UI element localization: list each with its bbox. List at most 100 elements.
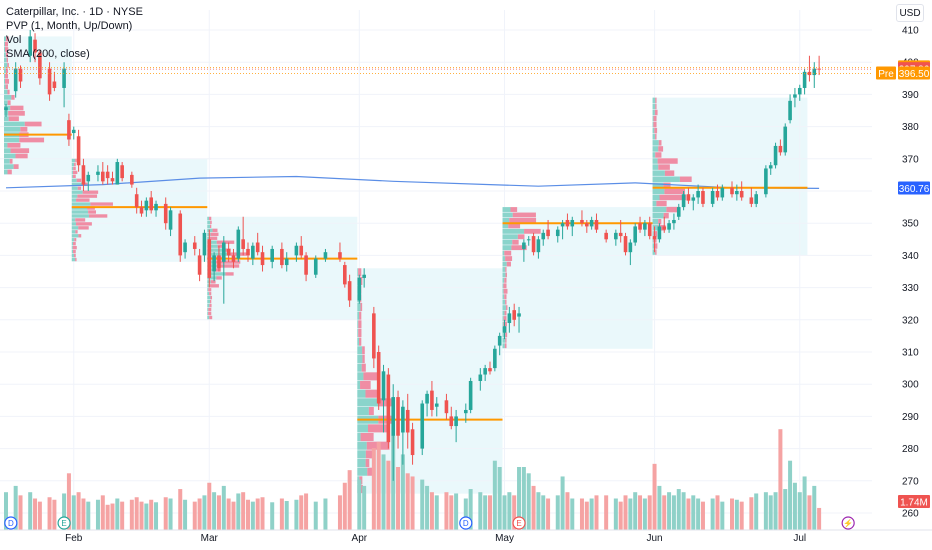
profile-bar-down bbox=[655, 152, 662, 158]
candle-body bbox=[589, 219, 594, 227]
volume-bar bbox=[37, 501, 42, 530]
profile-bar-down bbox=[653, 231, 658, 237]
candle-body bbox=[76, 136, 81, 166]
profile-bar-down bbox=[77, 194, 98, 198]
volume-bar bbox=[633, 492, 638, 530]
volume-bar bbox=[304, 493, 309, 530]
volume-bar bbox=[66, 473, 71, 530]
profile-bar-down bbox=[216, 276, 222, 280]
candle-body bbox=[4, 107, 8, 111]
profile-bar-up bbox=[71, 234, 79, 238]
profile-bar-up bbox=[71, 253, 74, 258]
profile-bar-up bbox=[502, 207, 511, 212]
candle-body bbox=[28, 36, 32, 56]
volume-bar bbox=[178, 489, 183, 530]
event-marker bbox=[841, 516, 855, 530]
volume-bar bbox=[134, 497, 139, 530]
profile-bar-down bbox=[217, 244, 225, 248]
candle-body bbox=[18, 68, 23, 82]
profile-bar-up bbox=[652, 127, 655, 134]
profile-bar-up bbox=[4, 95, 12, 100]
profile-bar-up bbox=[502, 234, 518, 240]
profile-bar-up bbox=[357, 268, 359, 277]
candle-body bbox=[797, 87, 802, 95]
volume-bar bbox=[381, 454, 386, 530]
volume-bar bbox=[279, 498, 284, 530]
candle-body bbox=[236, 229, 241, 259]
profile-bar-down bbox=[658, 140, 662, 146]
y-tick-label: 300 bbox=[902, 380, 919, 391]
volume-bar bbox=[429, 492, 434, 530]
volume-bar bbox=[299, 495, 304, 530]
volume-bar bbox=[691, 495, 696, 530]
profile-bar-down bbox=[361, 363, 366, 372]
profile-bar-down bbox=[13, 164, 19, 169]
legend-sma[interactable]: SMA (200, close) bbox=[6, 48, 90, 60]
profile-bar-down bbox=[209, 284, 219, 288]
profile-bar-down bbox=[503, 321, 507, 327]
profile-bar-down bbox=[72, 174, 76, 179]
y-tick-label: 280 bbox=[902, 444, 919, 455]
candle-body bbox=[115, 162, 120, 185]
profile-bar-down bbox=[209, 236, 218, 240]
candle-body bbox=[338, 252, 342, 259]
legend-pvp[interactable]: PVP (1, Month, Up/Down) bbox=[6, 20, 133, 32]
axes: 2602702802903003103203303403503603703803… bbox=[0, 26, 932, 544]
candle-body bbox=[284, 258, 289, 266]
profile-bar-down bbox=[363, 372, 380, 381]
profile-bar-down bbox=[208, 288, 212, 292]
x-tick-label: May bbox=[495, 533, 514, 544]
volume-bar bbox=[638, 495, 643, 530]
profile-bar-down bbox=[76, 222, 92, 226]
candle-body bbox=[497, 335, 502, 346]
candle-body bbox=[294, 245, 299, 256]
candle-body bbox=[67, 120, 71, 140]
currency-button[interactable]: USD bbox=[896, 4, 924, 22]
volume-bar bbox=[788, 460, 793, 530]
profile-bar-up bbox=[207, 240, 217, 244]
profile-bar-up bbox=[652, 206, 667, 213]
volume-bar bbox=[468, 489, 473, 530]
candle-body bbox=[488, 368, 492, 372]
volume-bar bbox=[410, 476, 415, 530]
volume-bar bbox=[212, 492, 217, 530]
profile-bar-up bbox=[207, 272, 226, 276]
profile-bar-up bbox=[207, 288, 209, 292]
profile-bar-down bbox=[209, 303, 212, 308]
y-tick-label: 370 bbox=[902, 154, 919, 165]
legend-vol[interactable]: Vol bbox=[6, 34, 22, 46]
volume-bar bbox=[444, 492, 449, 530]
volume-bar bbox=[565, 492, 570, 530]
profile-bar-up bbox=[357, 406, 369, 416]
volume-bar bbox=[739, 501, 744, 530]
candle-body bbox=[565, 219, 570, 227]
profile-bar-down bbox=[210, 220, 212, 225]
profile-zones bbox=[4, 36, 808, 494]
profile-bar-down bbox=[212, 228, 218, 233]
profile-bar-down bbox=[653, 115, 657, 122]
volume-bar bbox=[807, 495, 812, 530]
profile-bar-down bbox=[72, 170, 78, 175]
legend-title[interactable]: Caterpillar, Inc. · 1D · NYSE bbox=[6, 6, 143, 18]
profile-bar-down bbox=[512, 212, 536, 218]
profile-bar-down bbox=[208, 311, 212, 316]
volume-bar bbox=[700, 501, 705, 530]
profile-bar-down bbox=[506, 261, 511, 267]
profile-bar-up bbox=[502, 272, 506, 278]
profile-bar-down bbox=[5, 68, 8, 74]
y-tick-label: 390 bbox=[902, 90, 919, 101]
profile-bar-down bbox=[504, 294, 507, 300]
candle-body bbox=[807, 71, 812, 76]
pre-market-label: Pre bbox=[878, 69, 894, 80]
volume-bar bbox=[792, 482, 797, 530]
volume-bar bbox=[270, 502, 275, 530]
volume-bar bbox=[192, 501, 197, 530]
profile-bar-down bbox=[524, 228, 541, 234]
profile-bar-down bbox=[8, 110, 25, 116]
chart-legend: Caterpillar, Inc. · 1D · NYSE PVP (1, Mo… bbox=[6, 5, 143, 61]
profile-bar-up bbox=[4, 89, 8, 95]
volume-bar bbox=[120, 501, 125, 530]
profile-bar-down bbox=[10, 105, 24, 111]
volume-bar bbox=[405, 473, 410, 530]
